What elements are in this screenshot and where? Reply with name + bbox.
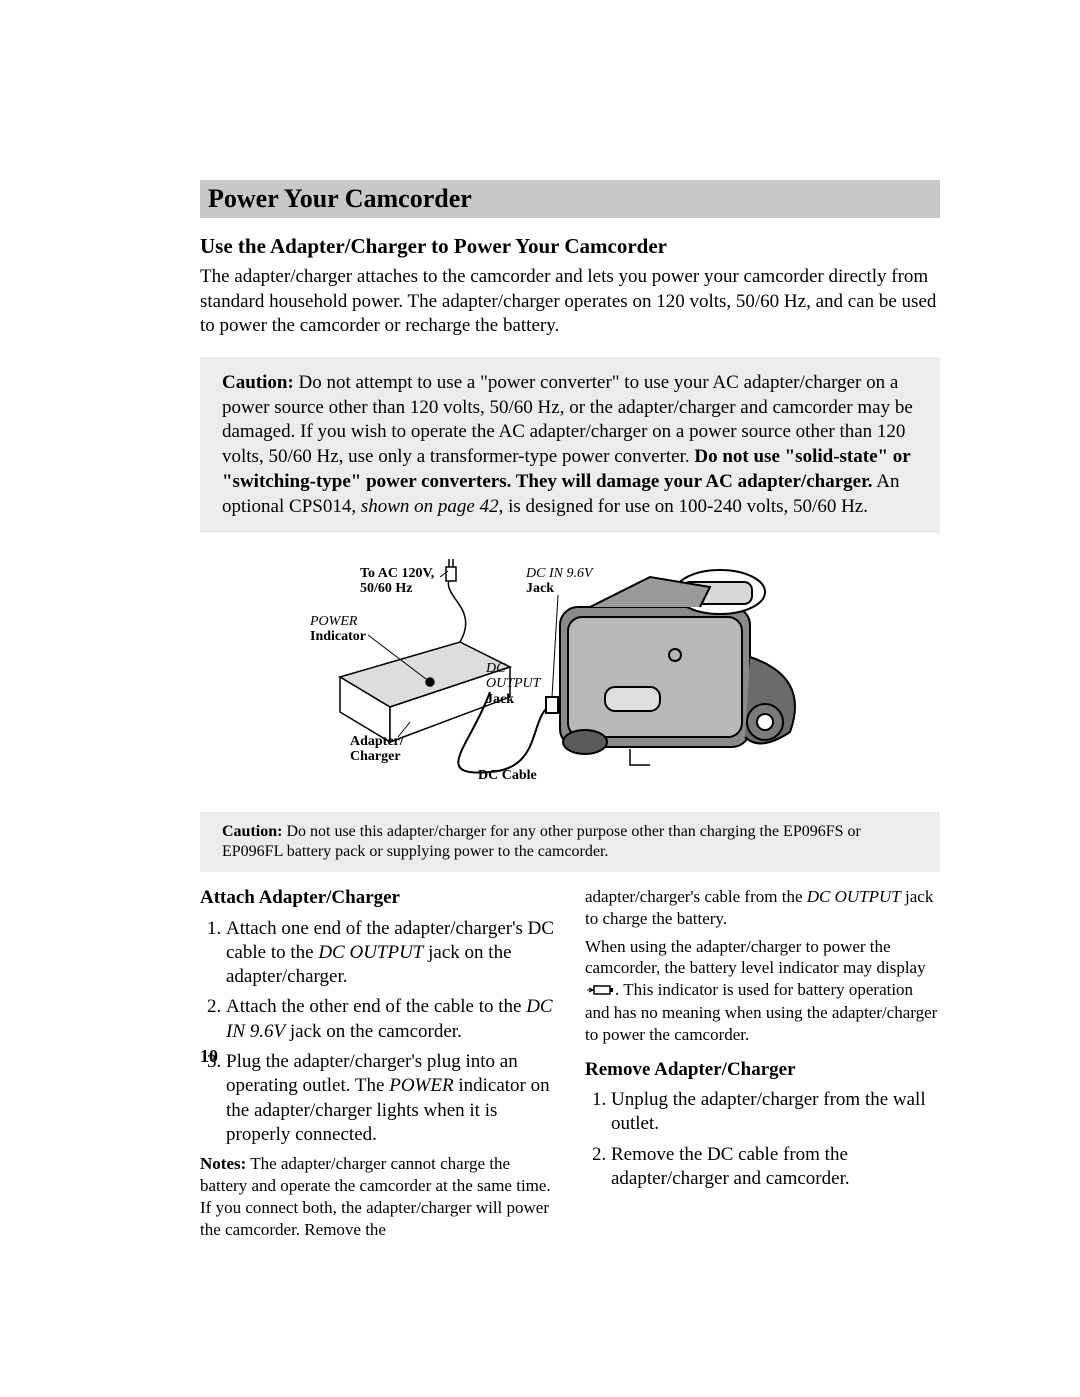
list-item: Unplug the adapter/charger from the wall… bbox=[611, 1088, 940, 1137]
list-item: Attach one end of the adapter/charger's … bbox=[226, 917, 555, 990]
attach-heading: Attach Adapter/Charger bbox=[200, 886, 555, 910]
li-ital: DC OUTPUT bbox=[318, 942, 423, 963]
svg-text:DC Cable: DC Cable bbox=[478, 768, 537, 783]
notes-block: Notes: The adapter/charger cannot charge… bbox=[200, 1153, 555, 1240]
manual-page: Power Your Camcorder Use the Adapter/Cha… bbox=[0, 0, 1080, 1397]
svg-text:DC: DC bbox=[485, 661, 506, 676]
remove-list: Unplug the adapter/charger from the wall… bbox=[585, 1088, 940, 1191]
svg-text:Jack: Jack bbox=[526, 581, 554, 596]
diagram-container: To AC 120V, 50/60 Hz DC IN 9.6V Jack POW… bbox=[200, 547, 940, 802]
caution-lead: Caution: bbox=[222, 372, 294, 393]
svg-text:50/60 Hz: 50/60 Hz bbox=[360, 581, 413, 596]
list-item: Remove the DC cable from the adapter/cha… bbox=[611, 1143, 940, 1192]
remove-heading: Remove Adapter/Charger bbox=[585, 1058, 940, 1082]
list-item: Attach the other end of the cable to the… bbox=[226, 995, 555, 1044]
cont-text: . This indicator is used for battery ope… bbox=[585, 980, 937, 1044]
svg-text:OUTPUT: OUTPUT bbox=[486, 676, 542, 691]
notes-continuation-2: When using the adapter/charger to power … bbox=[585, 936, 940, 1046]
svg-text:Jack: Jack bbox=[486, 692, 514, 707]
list-item: Plug the adapter/charger's plug into an … bbox=[226, 1050, 555, 1147]
intro-paragraph: The adapter/charger attaches to the camc… bbox=[200, 265, 940, 339]
caution2-text: Do not use this adapter/charger for any … bbox=[222, 823, 861, 860]
svg-text:DC IN 9.6V: DC IN 9.6V bbox=[525, 566, 594, 581]
caution-text-3: , is designed for use on 100-240 volts, … bbox=[499, 496, 868, 517]
section-title-bar: Power Your Camcorder bbox=[200, 180, 940, 218]
svg-text:To AC 120V,: To AC 120V, bbox=[360, 566, 434, 581]
left-column: Attach Adapter/Charger Attach one end of… bbox=[200, 886, 555, 1240]
caution2-lead: Caution: bbox=[222, 823, 282, 840]
camcorder-diagram-icon: To AC 120V, 50/60 Hz DC IN 9.6V Jack POW… bbox=[290, 547, 850, 797]
battery-empty-icon bbox=[585, 980, 615, 1002]
section-title: Power Your Camcorder bbox=[208, 184, 472, 213]
caution-box-main: Caution: Do not attempt to use a "power … bbox=[200, 357, 940, 533]
caution-box-small: Caution: Do not use this adapter/charger… bbox=[200, 812, 940, 872]
page-number: 10 bbox=[200, 1046, 218, 1067]
notes-text: The adapter/charger cannot charge the ba… bbox=[200, 1154, 551, 1238]
li-ital: POWER bbox=[389, 1075, 453, 1096]
svg-text:POWER: POWER bbox=[309, 614, 358, 629]
caution-ital: shown on page 42 bbox=[361, 496, 499, 517]
two-column-body: Attach Adapter/Charger Attach one end of… bbox=[200, 886, 940, 1240]
svg-text:Adapter/: Adapter/ bbox=[350, 734, 405, 749]
subsection-title: Use the Adapter/Charger to Power Your Ca… bbox=[200, 234, 940, 259]
cont-ital: DC OUTPUT bbox=[807, 887, 901, 906]
cont-text: When using the adapter/charger to power … bbox=[585, 937, 926, 978]
attach-list: Attach one end of the adapter/charger's … bbox=[200, 917, 555, 1148]
right-column: adapter/charger's cable from the DC OUTP… bbox=[585, 886, 940, 1240]
cont-text: adapter/charger's cable from the bbox=[585, 887, 807, 906]
svg-text:Indicator: Indicator bbox=[310, 629, 366, 644]
li-text: Attach the other end of the cable to the bbox=[226, 996, 526, 1017]
svg-text:Charger: Charger bbox=[350, 749, 401, 764]
li-text: jack on the camcorder. bbox=[285, 1021, 462, 1042]
notes-continuation-1: adapter/charger's cable from the DC OUTP… bbox=[585, 886, 940, 930]
notes-lead: Notes: bbox=[200, 1154, 246, 1173]
